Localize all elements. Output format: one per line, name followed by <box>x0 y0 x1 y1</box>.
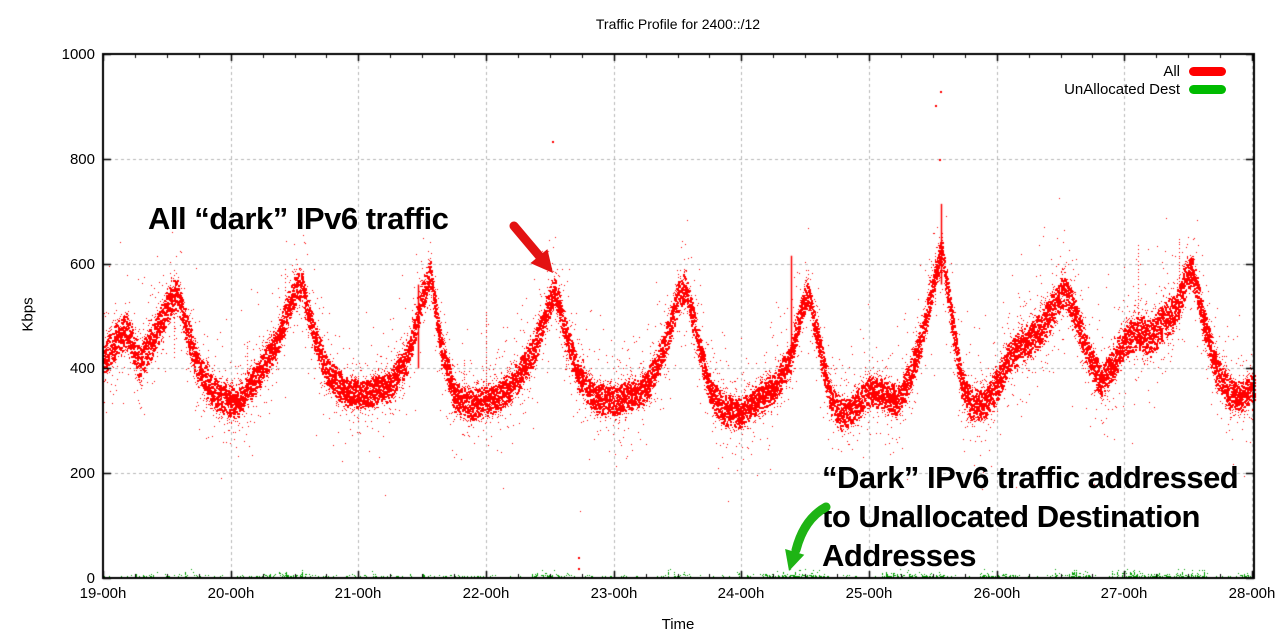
x-tick-label: 21-00h <box>334 585 382 602</box>
y-tick-label: 200 <box>69 465 95 482</box>
x-tick-label: 22-00h <box>462 585 510 602</box>
x-tick-label: 19-00h <box>79 585 127 602</box>
legend-swatch-all-icon <box>1189 67 1226 76</box>
x-tick-label: 23-00h <box>590 585 638 602</box>
y-tick-label: 800 <box>69 151 95 168</box>
x-axis-label: Time <box>661 616 695 633</box>
x-tick-label: 28-00h <box>1228 585 1276 602</box>
legend-swatch-unallocated-icon <box>1189 85 1226 94</box>
legend-entry-all: All <box>880 64 1280 82</box>
y-tick-label: 600 <box>69 256 95 273</box>
legend-label-unallocated: UnAllocated Dest <box>1064 81 1180 98</box>
x-tick-label: 25-00h <box>845 585 893 602</box>
legend-label-all: All <box>1163 63 1180 80</box>
legend-entry-unallocated: UnAllocated Dest <box>880 82 1280 100</box>
x-tick-label: 26-00h <box>973 585 1021 602</box>
annotation-unallocated-line2: to Unallocated Destination <box>822 499 1200 534</box>
annotation-unallocated-line1: “Dark” IPv6 traffic addressed <box>822 460 1239 495</box>
x-tick-label: 24-00h <box>717 585 765 602</box>
y-tick-label: 0 <box>86 570 95 587</box>
x-tick-label: 20-00h <box>207 585 255 602</box>
x-tick-label: 27-00h <box>1100 585 1148 602</box>
annotation-unallocated-text: “Dark” IPv6 traffic addressed to Unalloc… <box>822 458 1239 575</box>
annotation-unallocated-line3: Addresses <box>822 538 977 573</box>
y-tick-label: 1000 <box>61 46 95 63</box>
annotation-all-dark-text: All “dark” IPv6 traffic <box>148 201 449 236</box>
chart-title: Traffic Profile for 2400::/12 <box>595 16 761 32</box>
y-tick-label: 400 <box>69 360 95 377</box>
